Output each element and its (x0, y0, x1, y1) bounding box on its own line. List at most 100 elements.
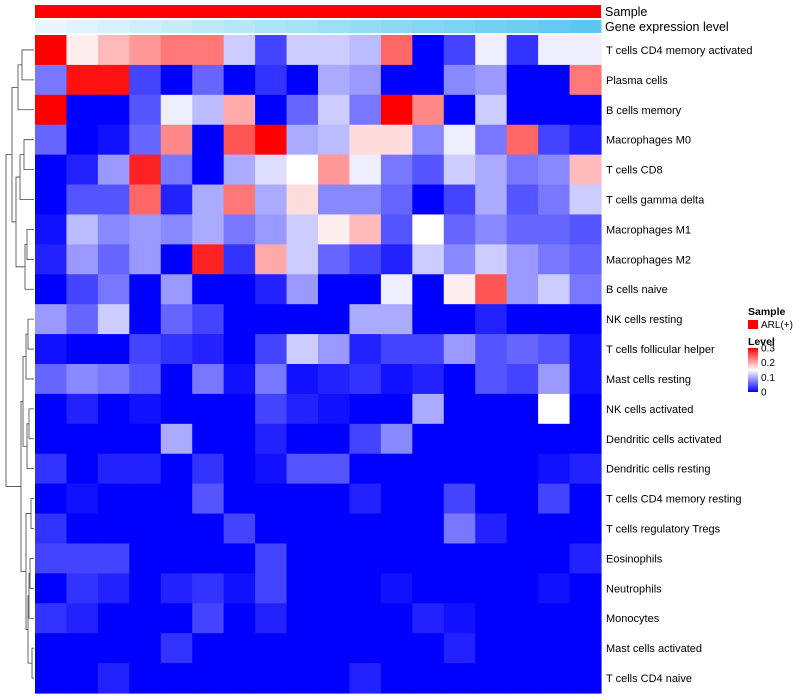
heatmap-cell (443, 573, 476, 604)
row-label: Macrophages M1 (606, 224, 691, 236)
heatmap-cell (35, 274, 68, 305)
dendrogram-branch (21, 49, 34, 81)
heatmap-cell (475, 35, 508, 66)
heatmap-cell (349, 483, 382, 515)
row-label: Dendritic cells resting (606, 464, 711, 476)
heatmap-cell (412, 35, 445, 66)
heatmap-cell (475, 483, 508, 515)
heatmap-cell (97, 633, 130, 664)
heatmap-cell (192, 663, 225, 694)
heatmap-cell (569, 543, 602, 574)
heatmap-cell (412, 244, 445, 275)
heatmap-cell (475, 184, 508, 216)
heatmap-cell (66, 423, 99, 455)
heatmap-cell (569, 573, 602, 604)
heatmap-cell (160, 274, 193, 305)
sample-annotation-bar (35, 5, 601, 18)
heatmap-cell (223, 334, 256, 365)
heatmap-cells (35, 35, 602, 694)
row-label: T cells CD4 memory activated (606, 45, 753, 57)
heatmap-cell (380, 184, 413, 216)
heatmap-cell (318, 513, 351, 545)
heatmap-cell (443, 274, 476, 305)
heatmap-cell (35, 334, 68, 365)
heatmap-cell (129, 513, 162, 545)
row-label: B cells memory (606, 105, 682, 117)
heatmap-cell (475, 393, 508, 425)
heatmap-cell (349, 35, 382, 66)
heatmap-cell (255, 364, 288, 395)
heatmap-cell (97, 274, 130, 305)
heatmap-cell (318, 633, 351, 664)
heatmap-cell (318, 423, 351, 455)
heatmap-cell (192, 423, 225, 455)
heatmap-cell (129, 35, 162, 66)
heatmap-cell (318, 304, 351, 335)
dendrogram-branch (29, 558, 34, 589)
heatmap-cell (538, 483, 571, 515)
heatmap-cell (443, 423, 476, 455)
heatmap-cell (286, 334, 319, 365)
heatmap-cell (538, 573, 571, 604)
heatmap-cell (475, 513, 508, 545)
heatmap-cell (443, 94, 476, 126)
heatmap-cell (35, 94, 68, 126)
heatmap-cell (255, 513, 288, 545)
heatmap-cell (66, 35, 99, 66)
row-label: Plasma cells (606, 75, 668, 87)
row-label: T cells CD8 (606, 165, 663, 177)
heatmap-cell (286, 663, 319, 694)
heatmap-cell (538, 64, 571, 96)
heatmap-cell (349, 453, 382, 485)
heatmap-cell (66, 244, 99, 275)
heatmap-cell (475, 453, 508, 485)
dendrogram-branch (28, 408, 34, 440)
expression-annotation-cell (318, 20, 350, 33)
expression-annotation-cell (380, 20, 413, 33)
heatmap-cell (443, 124, 476, 156)
heatmap-cell (223, 453, 256, 485)
row-label: Macrophages M0 (606, 135, 691, 147)
heatmap-cell (192, 244, 225, 275)
heatmap-cell (97, 304, 130, 335)
heatmap-cell (412, 663, 445, 694)
heatmap-cell (160, 154, 193, 186)
row-label: T cells CD4 memory resting (606, 494, 742, 506)
heatmap-cell (443, 334, 476, 365)
legend-level-tick: 0.1 (761, 373, 775, 384)
heatmap-cell (380, 64, 413, 96)
heatmap-cell (443, 513, 476, 545)
heatmap-cell (66, 214, 99, 245)
heatmap-cell (223, 304, 256, 335)
heatmap-cell (506, 334, 539, 365)
heatmap-cell (349, 633, 382, 664)
heatmap-cell (97, 214, 130, 245)
heatmap-cell (538, 154, 571, 186)
heatmap-cell (569, 513, 602, 545)
heatmap-cell (35, 393, 68, 425)
heatmap-cell (97, 244, 130, 275)
heatmap-cell (192, 334, 225, 365)
heatmap-cell (443, 483, 476, 515)
heatmap-cell (160, 64, 193, 96)
heatmap-cell (160, 543, 193, 574)
heatmap-cell (160, 184, 193, 216)
heatmap-cell (66, 334, 99, 365)
heatmap-cell (223, 663, 256, 694)
heatmap-cell (35, 453, 68, 485)
heatmap-cell (255, 483, 288, 515)
heatmap-cell (506, 304, 539, 335)
heatmap-cell (223, 124, 256, 156)
row-label: T cells gamma delta (606, 195, 705, 207)
heatmap-cell (129, 334, 162, 365)
heatmap-cell (35, 64, 68, 96)
heatmap-cell (223, 603, 256, 634)
heatmap-cell (318, 663, 351, 694)
heatmap-cell (66, 64, 99, 96)
heatmap-cell (160, 483, 193, 515)
heatmap-cell (349, 184, 382, 216)
heatmap-cell (192, 304, 225, 335)
heatmap-cell (506, 573, 539, 604)
dendrogram-branch (30, 498, 34, 529)
heatmap-cell (223, 423, 256, 455)
